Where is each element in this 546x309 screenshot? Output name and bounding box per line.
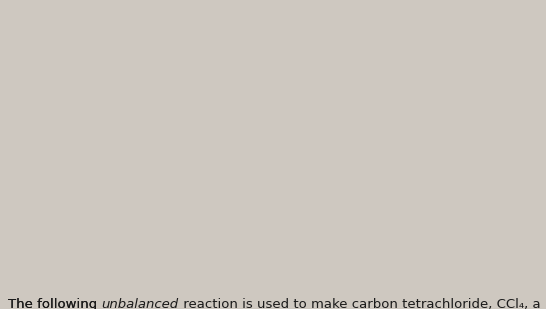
Text: unbalanced: unbalanced	[102, 298, 179, 309]
Text: reaction is used to make carbon tetrachloride, CCl₄, a: reaction is used to make carbon tetrachl…	[179, 298, 540, 309]
Text: The following: The following	[8, 298, 102, 309]
Text: The following: The following	[8, 298, 102, 309]
